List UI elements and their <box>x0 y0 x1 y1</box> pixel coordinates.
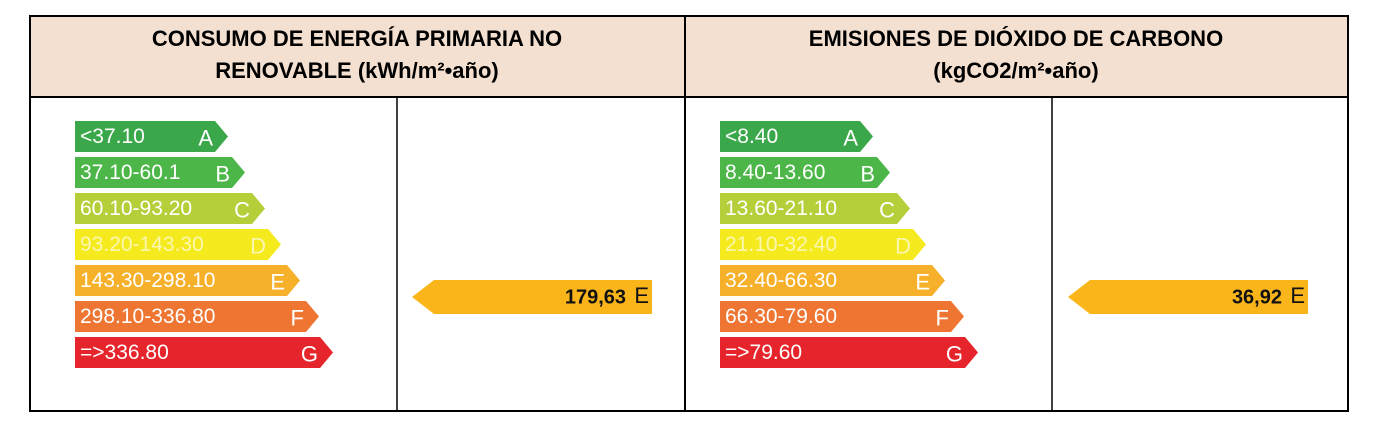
rating-bar <box>720 157 890 188</box>
rating-letter: F <box>291 305 304 330</box>
rating-letter: D <box>250 233 266 258</box>
rating-range: <8.40 <box>725 125 778 148</box>
rating-range: 298.10-336.80 <box>80 305 215 328</box>
rating-range: 32.40-66.30 <box>725 269 837 292</box>
rating-range: 66.30-79.60 <box>725 305 837 328</box>
rating-letter: D <box>895 233 911 258</box>
rating-bar <box>75 121 228 152</box>
rating-bar <box>75 229 281 260</box>
header-title: (kgCO2/m²•año) <box>933 58 1098 83</box>
rating-letter: B <box>215 161 230 186</box>
rating-bar <box>720 193 910 224</box>
header-title: EMISIONES DE DIÓXIDO DE CARBONO <box>809 26 1223 51</box>
rating-range: 13.60-21.10 <box>725 197 837 220</box>
rating-range: 8.40-13.60 <box>725 161 825 184</box>
rating-letter: C <box>879 197 895 222</box>
rating-range: 60.10-93.20 <box>80 197 192 220</box>
rating-range: =>336.80 <box>80 341 169 364</box>
rating-letter: B <box>860 161 875 186</box>
result-arrow <box>1068 280 1308 314</box>
rating-bar <box>75 157 245 188</box>
rating-bar <box>720 337 978 368</box>
header-title: CONSUMO DE ENERGÍA PRIMARIA NO <box>152 26 562 51</box>
rating-letter: E <box>270 269 285 294</box>
rating-bar <box>720 229 926 260</box>
rating-letter: F <box>936 305 949 330</box>
rating-bar <box>720 265 945 296</box>
table-border <box>29 15 1349 412</box>
rating-bar <box>720 121 873 152</box>
rating-range: 143.30-298.10 <box>80 269 215 292</box>
rating-letter: A <box>843 125 858 150</box>
result-value: 179,63 <box>565 286 626 308</box>
header-title: RENOVABLE (kWh/m²•año) <box>215 58 499 83</box>
rating-bar <box>75 193 265 224</box>
rating-letter: G <box>301 341 318 366</box>
rating-range: =>79.60 <box>725 341 802 364</box>
rating-letter: G <box>946 341 963 366</box>
rating-letter: A <box>198 125 213 150</box>
rating-range: 93.20-143.30 <box>80 233 204 256</box>
rating-bar <box>75 337 333 368</box>
result-letter: E <box>634 283 649 308</box>
rating-bar <box>75 301 319 332</box>
rating-range: 21.10-32.40 <box>725 233 837 256</box>
header-bg <box>30 16 1348 97</box>
rating-letter: C <box>234 197 250 222</box>
rating-letter: E <box>915 269 930 294</box>
rating-range: 37.10-60.1 <box>80 161 180 184</box>
rating-bar <box>720 301 964 332</box>
result-value: 36,92 <box>1232 286 1282 308</box>
result-letter: E <box>1290 283 1305 308</box>
result-arrow <box>412 280 652 314</box>
rating-bar <box>75 265 300 296</box>
rating-range: <37.10 <box>80 125 145 148</box>
